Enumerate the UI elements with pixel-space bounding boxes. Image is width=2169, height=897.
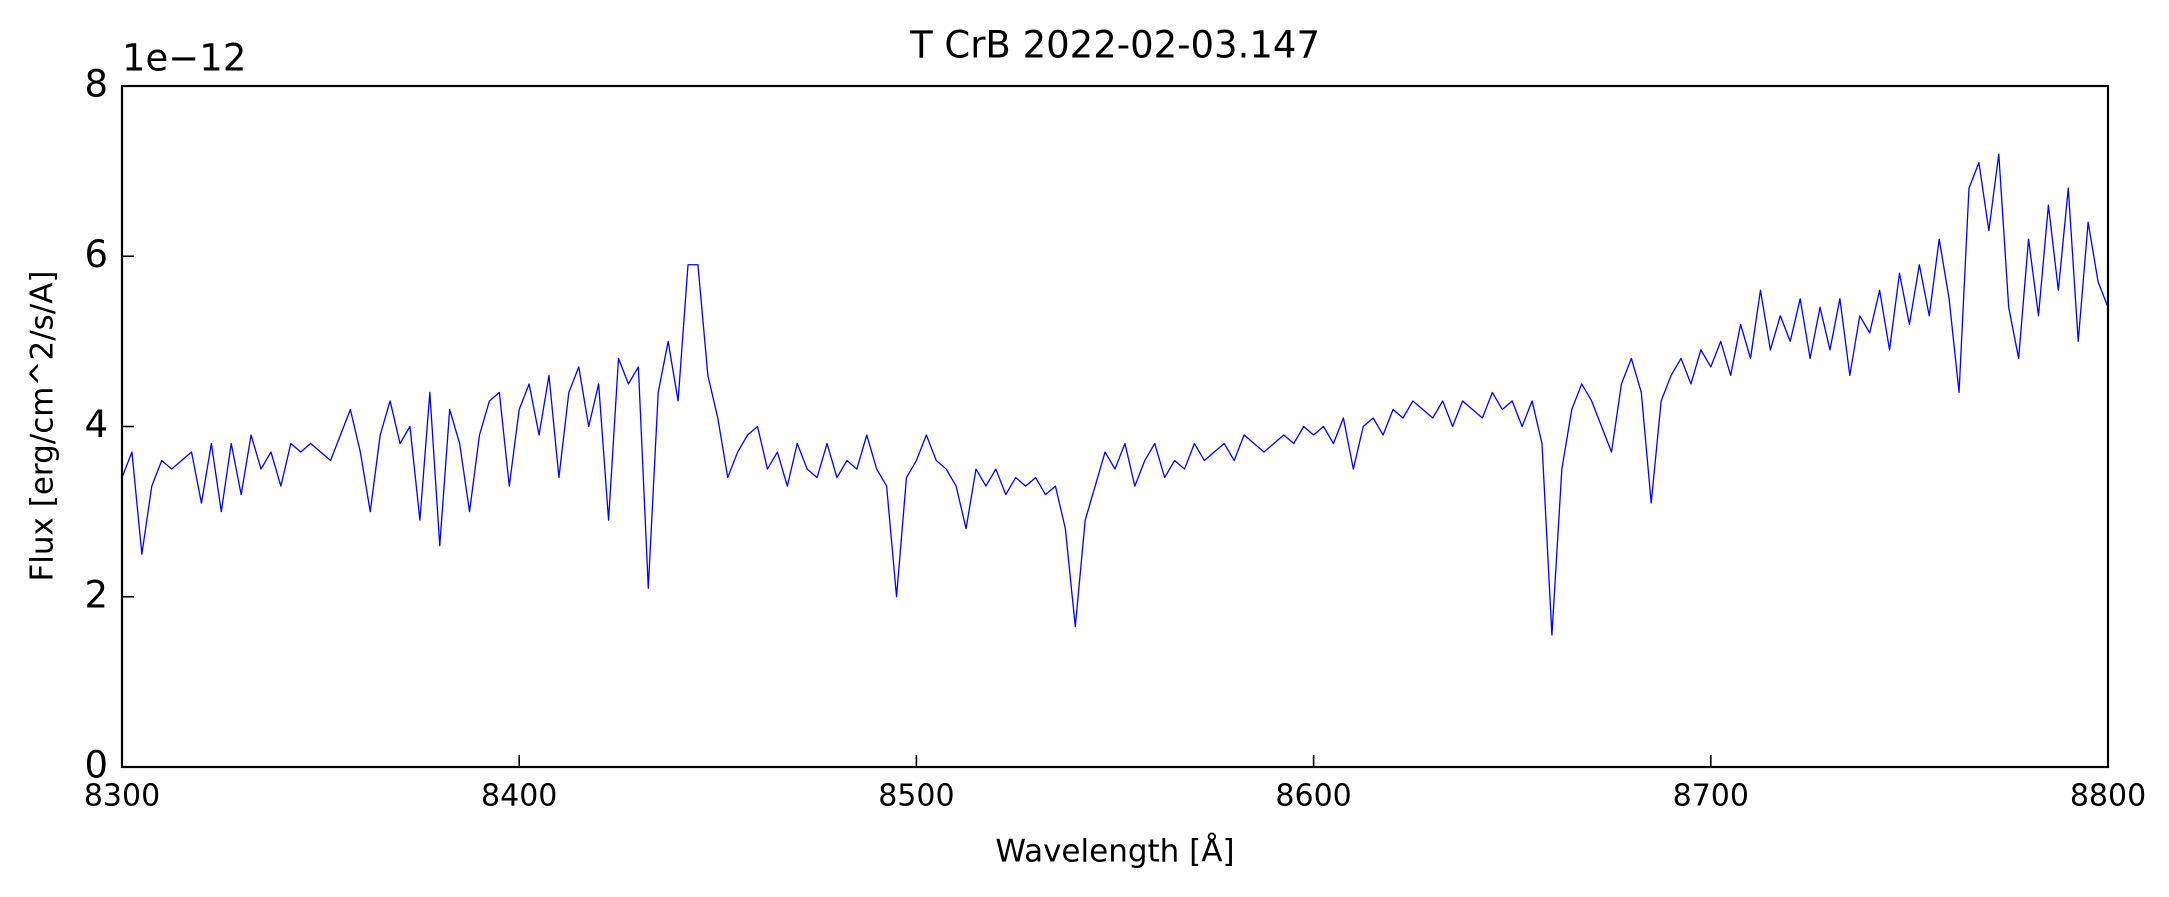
y-tick-label: 4 bbox=[84, 403, 108, 446]
x-tick-label: 8500 bbox=[878, 779, 954, 814]
plot-frame bbox=[120, 84, 2110, 769]
x-tick-label: 8300 bbox=[84, 779, 160, 814]
y-tick-label: 2 bbox=[84, 573, 108, 616]
x-axis-label: Wavelength [Å] bbox=[995, 834, 1234, 870]
x-tick-label: 8800 bbox=[2070, 779, 2146, 814]
y-offset-label: 1e−12 bbox=[122, 37, 246, 80]
y-axis-label: Flux [erg/cm^2/s/A] bbox=[25, 270, 61, 581]
y-tick-label: 8 bbox=[84, 63, 108, 106]
y-tick-label: 6 bbox=[84, 233, 108, 276]
x-tick-label: 8700 bbox=[1673, 779, 1749, 814]
spectrum-line bbox=[121, 153, 2109, 636]
x-tick-label: 8400 bbox=[481, 779, 557, 814]
chart-title: T CrB 2022-02-03.147 bbox=[909, 24, 1320, 67]
y-tick-label: 0 bbox=[84, 744, 108, 787]
x-tick-label: 8600 bbox=[1275, 779, 1351, 814]
